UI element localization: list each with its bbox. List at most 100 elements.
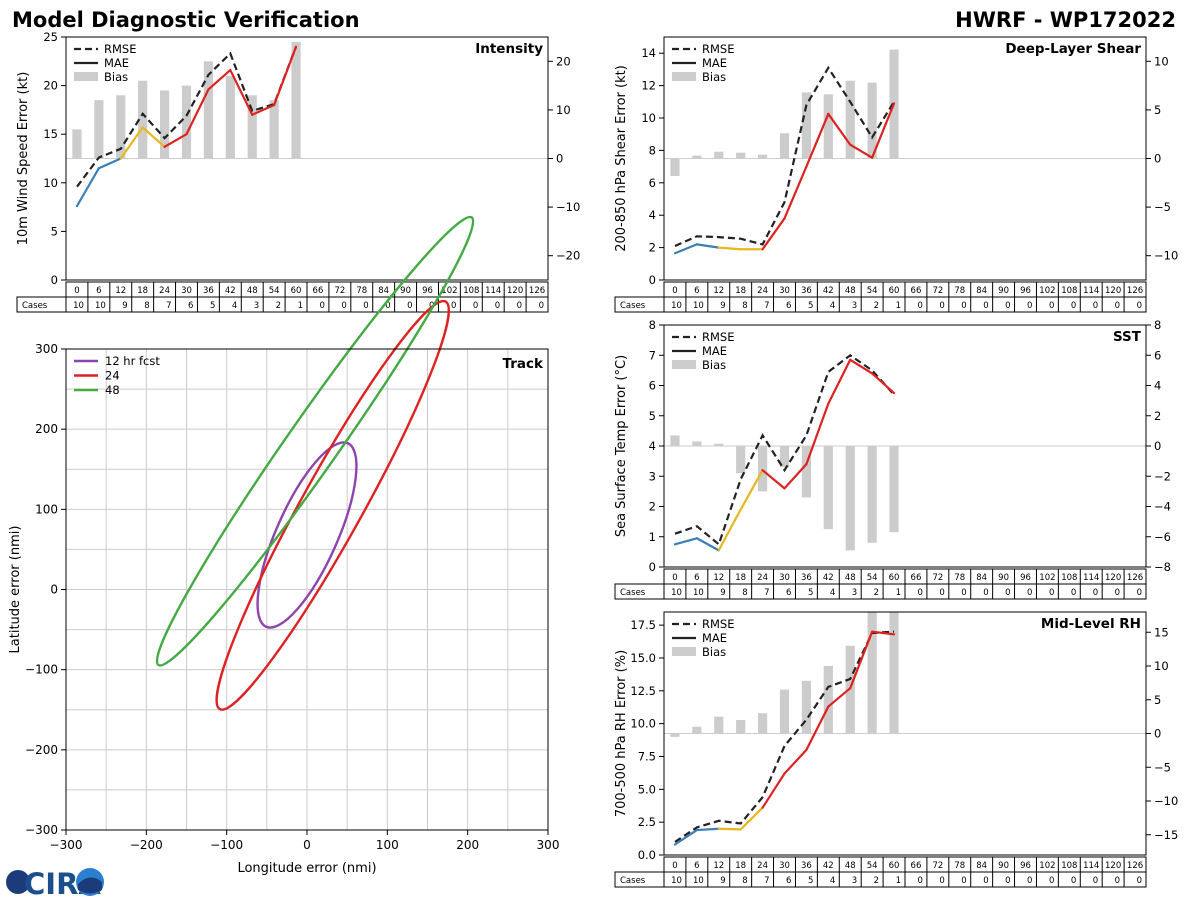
bias-bar xyxy=(692,155,702,159)
bias-bar xyxy=(801,680,812,734)
case-count-cell: 8 xyxy=(742,301,747,311)
hour-cell: 78 xyxy=(356,286,367,296)
bias-bar xyxy=(670,158,680,176)
mae-segment xyxy=(673,537,698,546)
mae-segment xyxy=(849,358,874,375)
y2-tick-label: −6 xyxy=(1154,530,1171,544)
hour-cell: 0 xyxy=(672,861,677,871)
y-tick-label: 3 xyxy=(649,469,656,483)
bias-bar xyxy=(736,446,746,474)
case-count-cell: 3 xyxy=(852,588,857,598)
case-count-cell: 1 xyxy=(896,876,901,886)
bias-bar xyxy=(291,41,301,159)
y2-tick-label: 0 xyxy=(556,152,563,166)
mae-segment xyxy=(827,687,852,708)
y2-tick-label: 20 xyxy=(556,54,571,68)
case-count-cell: 1 xyxy=(896,301,901,311)
hour-cell: 60 xyxy=(889,861,900,871)
bias-bar xyxy=(779,446,790,468)
case-count-cell: 8 xyxy=(742,588,747,598)
hour-cell: 42 xyxy=(823,573,834,583)
mae-segment xyxy=(717,246,742,251)
bias-bar xyxy=(94,100,104,159)
y2-tick-label: −20 xyxy=(556,249,580,263)
bias-bar xyxy=(757,446,768,492)
bias-bar xyxy=(889,612,899,734)
hour-cell: 78 xyxy=(954,286,965,296)
case-count-cell: 0 xyxy=(939,301,944,311)
hour-cell: 48 xyxy=(845,573,856,583)
hour-cell: 18 xyxy=(137,286,148,296)
legend-rmse-label: RMSE xyxy=(702,330,734,344)
hour-cell: 30 xyxy=(779,286,790,296)
case-count-cell: 0 xyxy=(1005,301,1010,311)
hour-cell: 12 xyxy=(713,861,724,871)
y2-tick-label: 0 xyxy=(1154,152,1161,166)
cases-label: Cases xyxy=(620,301,646,311)
rh-panel: 0.02.55.07.510.012.515.017.5−15−10−50510… xyxy=(614,611,1178,888)
hour-cell: 24 xyxy=(159,286,170,296)
cases-row xyxy=(614,583,1147,600)
y-tick-label: 2 xyxy=(649,241,656,255)
case-count-cell: 0 xyxy=(1027,588,1032,598)
y2-tick-label: 6 xyxy=(1154,348,1161,362)
case-count-cell: 0 xyxy=(319,301,324,311)
mae-segment xyxy=(827,112,852,146)
legend-label: 12 hr fcst xyxy=(105,354,160,368)
rmse-line xyxy=(674,630,895,843)
hour-cell: 12 xyxy=(713,573,724,583)
bias-bar xyxy=(714,151,724,159)
case-count-cell: 7 xyxy=(166,301,171,311)
legend-mae-label: MAE xyxy=(104,56,129,70)
mae-segment xyxy=(229,68,254,116)
hour-cell: 0 xyxy=(672,573,677,583)
hour-cell: 36 xyxy=(801,861,812,871)
y2-tick-label: 10 xyxy=(1154,54,1169,68)
y-tick-label: 100 xyxy=(35,502,58,516)
hour-cell: 102 xyxy=(1039,861,1055,871)
case-count-cell: 7 xyxy=(764,301,769,311)
figure-title: Model Diagnostic Verification xyxy=(12,8,360,32)
mae-segment xyxy=(739,806,764,831)
x-tick-label: −300 xyxy=(50,838,83,852)
y-axis-label: 200-850 hPa Shear Error (kt) xyxy=(614,65,629,252)
case-count-cell: 0 xyxy=(1137,588,1142,598)
hour-cell: 18 xyxy=(735,286,746,296)
y-tick-label: 15 xyxy=(43,127,58,141)
hour-cell: 126 xyxy=(1127,573,1143,583)
y-axis-label: Sea Surface Temp Error (°C) xyxy=(614,355,629,537)
bias-bar xyxy=(867,446,877,543)
case-count-cell: 0 xyxy=(939,588,944,598)
mae-segment xyxy=(695,243,720,249)
y2-tick-label: −4 xyxy=(1154,500,1171,514)
y2-tick-label: 5 xyxy=(1154,693,1161,707)
hour-cell: 78 xyxy=(954,573,965,583)
hour-cell: 36 xyxy=(801,573,812,583)
hour-cell: 90 xyxy=(998,286,1009,296)
mae-segment xyxy=(761,772,786,809)
y2-tick-label: 0 xyxy=(1154,439,1161,453)
y2-tick-label: 8 xyxy=(1154,318,1161,332)
y2-tick-label: −10 xyxy=(556,200,580,214)
bias-bar xyxy=(823,94,833,159)
y-tick-label: 2 xyxy=(649,500,656,514)
hour-cell: 36 xyxy=(801,286,812,296)
bias-bar xyxy=(138,80,148,159)
case-count-cell: 2 xyxy=(874,588,879,598)
case-count-cell: 0 xyxy=(1049,876,1054,886)
case-count-cell: 0 xyxy=(961,876,966,886)
hour-cell: 24 xyxy=(757,861,768,871)
bias-bar xyxy=(757,713,768,734)
bias-bar xyxy=(823,446,833,530)
storm-id: HWRF - WP172022 xyxy=(955,8,1176,32)
mae-segment xyxy=(695,537,720,552)
bias-bar xyxy=(823,666,833,734)
y-tick-label: 14 xyxy=(641,46,656,60)
case-count-cell: 10 xyxy=(693,588,704,598)
legend-rmse-label: RMSE xyxy=(104,42,136,56)
mae-segment xyxy=(97,157,122,170)
y2-tick-label: 10 xyxy=(556,103,571,117)
